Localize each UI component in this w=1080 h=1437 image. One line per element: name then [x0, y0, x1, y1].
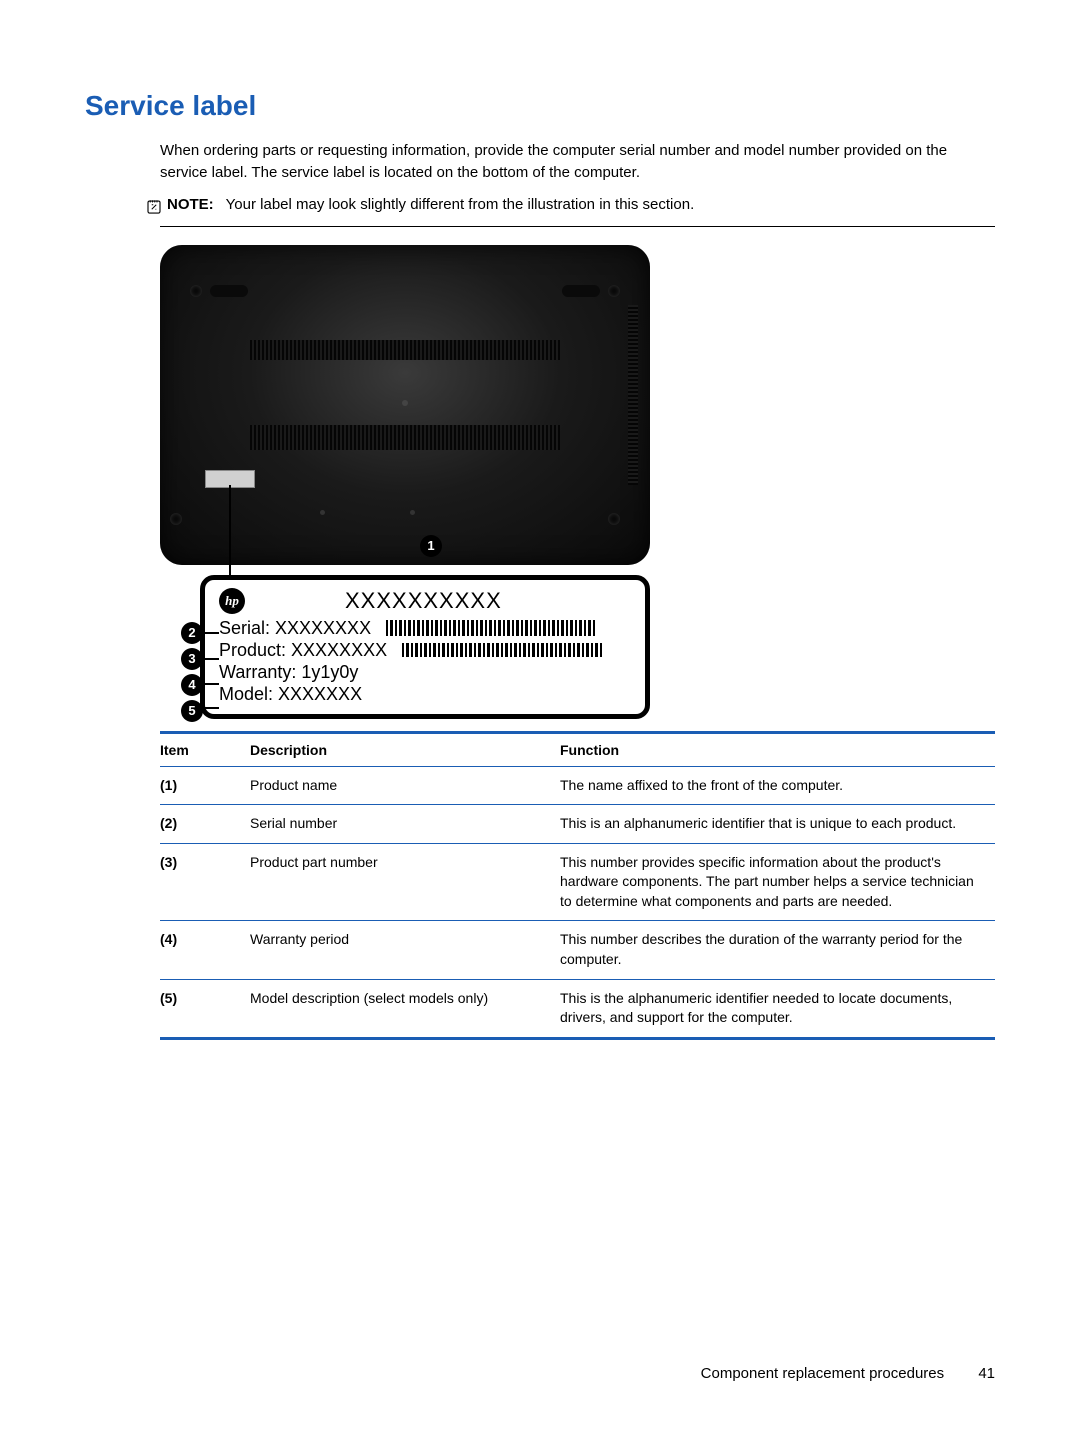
cell-func: This is an alphanumeric identifier that … — [560, 805, 995, 844]
hp-logo-icon: hp — [219, 588, 245, 614]
page-number: 41 — [978, 1365, 995, 1382]
table-row: (3) Product part number This number prov… — [160, 843, 995, 921]
service-label-card: hp XXXXXXXXXX Serial: XXXXXXXX Product: … — [200, 575, 650, 719]
table-row: (5) Model description (select models onl… — [160, 979, 995, 1038]
table-row: (2) Serial number This is an alphanumeri… — [160, 805, 995, 844]
barcode-icon — [402, 643, 602, 657]
page-footer: Component replacement procedures 41 — [701, 1365, 995, 1382]
cell-item: (1) — [160, 766, 250, 805]
note-divider — [160, 226, 995, 227]
label-product-name: XXXXXXXXXX — [345, 588, 502, 614]
note-text: Your label may look slightly different f… — [226, 196, 695, 213]
cell-item: (5) — [160, 979, 250, 1038]
footer-section-title: Component replacement procedures — [701, 1365, 944, 1382]
table-row: (4) Warranty period This number describe… — [160, 921, 995, 979]
label-warranty: Warranty: 1y1y0y — [219, 662, 358, 683]
cell-item: (4) — [160, 921, 250, 979]
service-label-figure: 1 hp XXXXXXXXXX Serial: XXXXXXXX Product… — [160, 245, 995, 719]
note-label: NOTE: — [167, 196, 214, 213]
label-serial: Serial: XXXXXXXX — [219, 618, 371, 639]
cell-desc: Warranty period — [250, 921, 560, 979]
label-model: Model: XXXXXXX — [219, 684, 362, 705]
intro-paragraph: When ordering parts or requesting inform… — [85, 140, 995, 184]
cell-func: The name affixed to the front of the com… — [560, 766, 995, 805]
cell-desc: Serial number — [250, 805, 560, 844]
table-header-function: Function — [560, 732, 995, 766]
cell-func: This is the alphanumeric identifier need… — [560, 979, 995, 1038]
laptop-bottom-illustration — [160, 245, 650, 565]
cell-func: This number describes the duration of th… — [560, 921, 995, 979]
label-product: Product: XXXXXXXX — [219, 640, 387, 661]
cell-item: (3) — [160, 843, 250, 921]
cell-func: This number provides specific informatio… — [560, 843, 995, 921]
cell-desc: Product part number — [250, 843, 560, 921]
callout-marker-4: 4 — [181, 674, 203, 696]
callout-marker-3: 3 — [181, 648, 203, 670]
table-header-item: Item — [160, 732, 250, 766]
table-row: (1) Product name The name affixed to the… — [160, 766, 995, 805]
service-label-table: Item Description Function (1) Product na… — [160, 731, 995, 1040]
section-heading: Service label — [85, 90, 995, 122]
note-block: NOTE: Your label may look slightly diffe… — [85, 196, 995, 216]
cell-desc: Product name — [250, 766, 560, 805]
note-icon — [145, 198, 163, 216]
cell-desc: Model description (select models only) — [250, 979, 560, 1038]
cell-item: (2) — [160, 805, 250, 844]
label-enlargement: 1 hp XXXXXXXXXX Serial: XXXXXXXX Product… — [180, 575, 660, 719]
table-header-description: Description — [250, 732, 560, 766]
barcode-icon — [386, 620, 596, 636]
callout-marker-2: 2 — [181, 622, 203, 644]
callout-marker-5: 5 — [181, 700, 203, 722]
callout-marker-1: 1 — [420, 535, 442, 557]
